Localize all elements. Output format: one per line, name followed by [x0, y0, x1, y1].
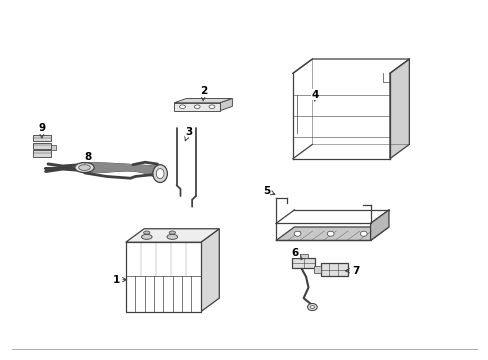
- Ellipse shape: [75, 163, 94, 172]
- Circle shape: [310, 306, 314, 309]
- Polygon shape: [370, 210, 388, 240]
- Text: 7: 7: [345, 266, 359, 276]
- Circle shape: [294, 231, 300, 236]
- Ellipse shape: [166, 234, 177, 239]
- Bar: [174, 103, 220, 111]
- Bar: [320, 263, 347, 276]
- Text: 5: 5: [262, 186, 274, 196]
- Ellipse shape: [141, 234, 152, 239]
- Ellipse shape: [156, 168, 163, 179]
- Ellipse shape: [153, 165, 167, 183]
- Polygon shape: [275, 227, 388, 240]
- Bar: [299, 254, 307, 258]
- Circle shape: [360, 231, 366, 236]
- Circle shape: [326, 231, 333, 236]
- Bar: [33, 143, 50, 149]
- Text: 2: 2: [199, 86, 206, 101]
- Bar: [50, 145, 56, 150]
- Ellipse shape: [79, 165, 90, 170]
- Ellipse shape: [209, 105, 214, 108]
- Ellipse shape: [143, 231, 150, 234]
- Text: 9: 9: [38, 123, 45, 138]
- Circle shape: [307, 303, 317, 311]
- Ellipse shape: [179, 105, 185, 108]
- Bar: [33, 150, 50, 157]
- Ellipse shape: [169, 231, 175, 234]
- Text: 4: 4: [310, 90, 318, 101]
- Bar: [125, 242, 201, 312]
- Bar: [291, 258, 315, 268]
- Text: 6: 6: [291, 248, 301, 259]
- Bar: [33, 135, 50, 141]
- Bar: [313, 266, 321, 273]
- Polygon shape: [389, 59, 408, 159]
- Polygon shape: [174, 99, 232, 103]
- Polygon shape: [201, 229, 219, 312]
- Polygon shape: [125, 229, 219, 242]
- Text: 3: 3: [184, 127, 192, 141]
- Polygon shape: [220, 99, 232, 111]
- Text: 1: 1: [112, 275, 126, 285]
- Ellipse shape: [194, 105, 200, 108]
- Text: 8: 8: [84, 152, 92, 163]
